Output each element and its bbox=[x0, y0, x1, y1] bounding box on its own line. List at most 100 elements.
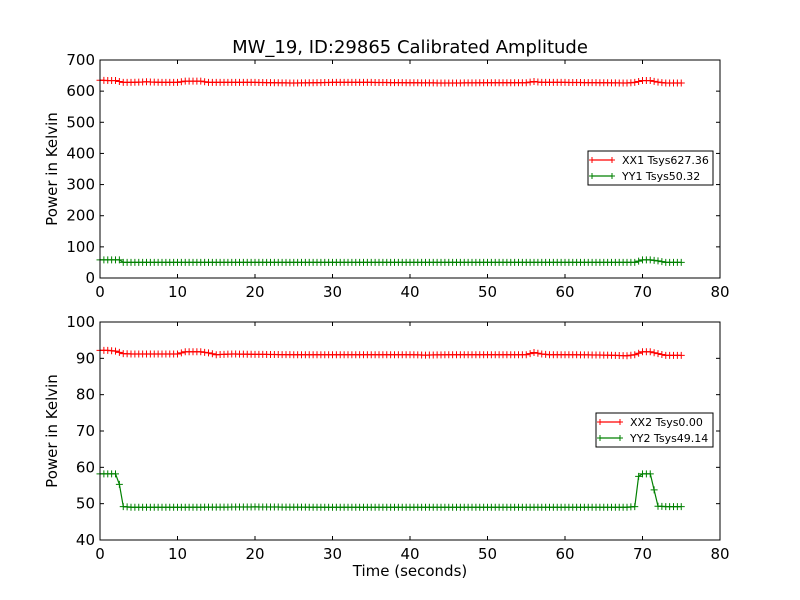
series-1-marker bbox=[115, 348, 123, 356]
series-1-marker bbox=[654, 350, 662, 358]
series-2-marker bbox=[115, 256, 123, 264]
series-1-marker bbox=[631, 78, 639, 86]
series-1-marker bbox=[201, 348, 209, 356]
y-tick-label: 50 bbox=[76, 495, 95, 513]
series-1-marker bbox=[677, 351, 685, 359]
y-tick-label: 400 bbox=[66, 144, 95, 162]
series-1-marker bbox=[522, 79, 530, 87]
x-tick-label: 30 bbox=[323, 283, 342, 301]
x-tick-label: 10 bbox=[168, 283, 187, 301]
y-tick-label: 300 bbox=[66, 176, 95, 194]
series-1-marker bbox=[635, 77, 643, 85]
legend: XX1 Tsys627.36 YY1 Tsys50.32 bbox=[587, 150, 714, 186]
series-1-marker bbox=[208, 350, 216, 358]
series-2-marker bbox=[654, 257, 662, 265]
series-1-marker bbox=[658, 351, 666, 359]
legend-swatch-marker bbox=[617, 435, 623, 441]
legend-swatch-marker bbox=[589, 173, 595, 179]
series-1-marker bbox=[177, 78, 185, 86]
series-2-marker bbox=[631, 258, 639, 266]
x-tick-label: 50 bbox=[478, 545, 497, 563]
series-1-marker bbox=[197, 348, 205, 356]
series-1-marker bbox=[201, 78, 209, 86]
series-1-marker bbox=[526, 78, 534, 86]
legend-label: YY1 Tsys50.32 bbox=[621, 170, 700, 183]
x-tick-label: 30 bbox=[323, 545, 342, 563]
y-tick-label: 500 bbox=[66, 113, 95, 131]
y-tick-label: 80 bbox=[76, 386, 95, 404]
bottom-panel: 0 10 20 30 40 50 60 70 80 40 50 60 70 80 90 100 Power in… bbox=[43, 313, 730, 580]
y-tick-label: 0 bbox=[85, 269, 95, 287]
legend-swatch-marker bbox=[597, 419, 603, 425]
y-axis-label: Power in Kelvin bbox=[43, 374, 61, 488]
legend-swatch-marker bbox=[617, 419, 623, 425]
series-2-marker bbox=[112, 470, 119, 478]
x-tick-label: 0 bbox=[95, 283, 105, 301]
series-2-marker bbox=[650, 486, 658, 494]
chart-title: MW_19, ID:29865 Calibrated Amplitude bbox=[232, 37, 588, 58]
y-tick-label: 90 bbox=[76, 349, 95, 367]
series-2-marker bbox=[635, 257, 643, 265]
series-1-marker bbox=[112, 77, 119, 85]
y-tick-label: 60 bbox=[76, 458, 95, 476]
y-tick-label: 100 bbox=[66, 313, 95, 331]
legend-swatch-marker bbox=[589, 157, 595, 163]
y-tick-label: 600 bbox=[66, 82, 95, 100]
series-1-marker bbox=[115, 77, 123, 85]
series-1-marker bbox=[646, 348, 654, 356]
legend-swatch-marker bbox=[609, 157, 615, 163]
legend-label: XX1 Tsys627.36 bbox=[622, 154, 709, 167]
x-axis-label: Time (seconds) bbox=[352, 562, 468, 580]
x-tick-label: 80 bbox=[710, 283, 729, 301]
series-2-marker bbox=[646, 470, 654, 478]
y-tick-label: 700 bbox=[66, 51, 95, 69]
legend: XX2 Tsys0.00 YY2 Tsys49.14 bbox=[595, 412, 714, 448]
series-1-marker bbox=[205, 349, 212, 357]
x-tick-label: 60 bbox=[555, 283, 574, 301]
series-1-marker bbox=[174, 78, 181, 86]
x-tick-label: 60 bbox=[555, 545, 574, 563]
x-tick-label: 10 bbox=[168, 545, 187, 563]
x-tick-label: 70 bbox=[633, 545, 652, 563]
series-2-marker bbox=[677, 503, 685, 511]
x-tick-label: 0 bbox=[95, 545, 105, 563]
legend-box bbox=[595, 412, 714, 448]
series-1-marker bbox=[627, 351, 635, 359]
legend-box bbox=[587, 150, 714, 186]
series-2-marker bbox=[115, 480, 123, 488]
series-1-marker bbox=[177, 349, 185, 357]
series-1-marker bbox=[650, 77, 658, 85]
x-tick-label: 20 bbox=[245, 545, 264, 563]
y-tick-label: 40 bbox=[76, 531, 95, 549]
y-tick-label: 70 bbox=[76, 422, 95, 440]
legend-label: YY2 Tsys49.14 bbox=[629, 432, 708, 445]
series-1-marker bbox=[174, 350, 181, 358]
legend-label: XX2 Tsys0.00 bbox=[630, 416, 703, 429]
series-1-marker bbox=[197, 77, 205, 85]
series-1-marker bbox=[650, 349, 658, 357]
x-tick-label: 40 bbox=[400, 545, 419, 563]
series-2-marker bbox=[631, 503, 639, 511]
series-2-marker bbox=[635, 472, 643, 480]
y-axis-label: Power in Kelvin bbox=[43, 112, 61, 226]
series-2-marker bbox=[658, 258, 666, 266]
series-2-marker bbox=[677, 258, 685, 266]
y-tick-label: 200 bbox=[66, 207, 95, 225]
series-1-marker bbox=[530, 349, 538, 357]
series-1-marker bbox=[631, 351, 639, 359]
x-tick-label: 80 bbox=[710, 545, 729, 563]
series-1-marker bbox=[112, 347, 119, 355]
series-1-marker bbox=[635, 349, 643, 357]
series-1-marker bbox=[534, 349, 542, 357]
legend-swatch-marker bbox=[597, 435, 603, 441]
series-1-marker bbox=[677, 79, 685, 87]
x-tick-label: 70 bbox=[633, 283, 652, 301]
series-1-marker bbox=[526, 350, 534, 358]
series-1-marker bbox=[522, 351, 530, 359]
x-tick-label: 50 bbox=[478, 283, 497, 301]
x-tick-label: 40 bbox=[400, 283, 419, 301]
series-1-marker bbox=[623, 352, 631, 360]
x-tick-label: 20 bbox=[245, 283, 264, 301]
